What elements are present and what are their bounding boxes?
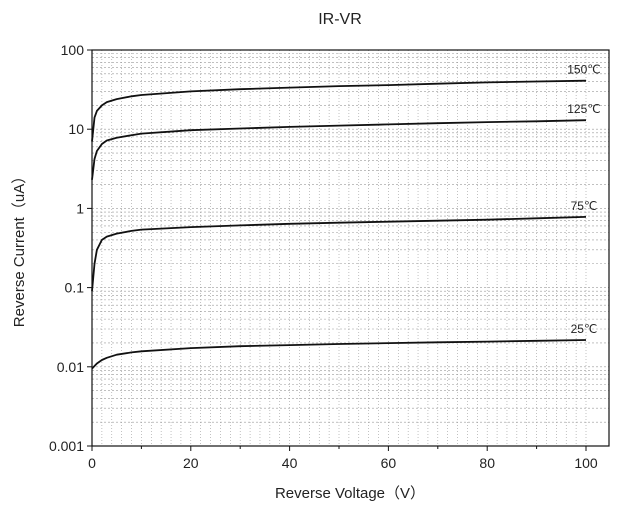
series-line: [91, 119, 587, 180]
series-line: [91, 216, 587, 292]
y-tick-label: 0.1: [65, 280, 85, 296]
series-label: 150℃: [567, 63, 601, 77]
x-tick-label: 60: [381, 455, 397, 471]
series-line: [91, 339, 587, 370]
tick-labels: 0 20 40 60 80 100 0.001 0.01 0.1 1 10 100: [49, 42, 598, 471]
grid: [92, 50, 609, 446]
y-axis-label: Reverse Current（uA）: [11, 169, 28, 327]
series-lines: [91, 79, 587, 370]
y-tick-label: 10: [68, 121, 84, 137]
y-tick-label: 0.001: [49, 438, 84, 454]
series-label: 75℃: [571, 199, 598, 213]
series-label: 25℃: [571, 322, 598, 336]
series-label: 125℃: [567, 102, 601, 116]
x-tick-label: 100: [574, 455, 598, 471]
x-tick-label: 20: [183, 455, 199, 471]
x-tick-label: 80: [479, 455, 495, 471]
chart-title: IR-VR: [318, 11, 362, 28]
plot-frame: [91, 49, 610, 447]
y-tick-label: 1: [76, 200, 84, 216]
x-axis-label: Reverse Voltage（V）: [275, 485, 425, 502]
y-tick-label: 100: [61, 42, 85, 58]
x-tick-label: 40: [282, 455, 298, 471]
axis-ticks: [87, 49, 587, 451]
series-line: [91, 79, 587, 142]
series-labels: 150℃ 125℃ 75℃ 25℃: [567, 63, 601, 336]
x-tick-label: 0: [88, 455, 96, 471]
y-tick-label: 0.01: [57, 359, 84, 375]
